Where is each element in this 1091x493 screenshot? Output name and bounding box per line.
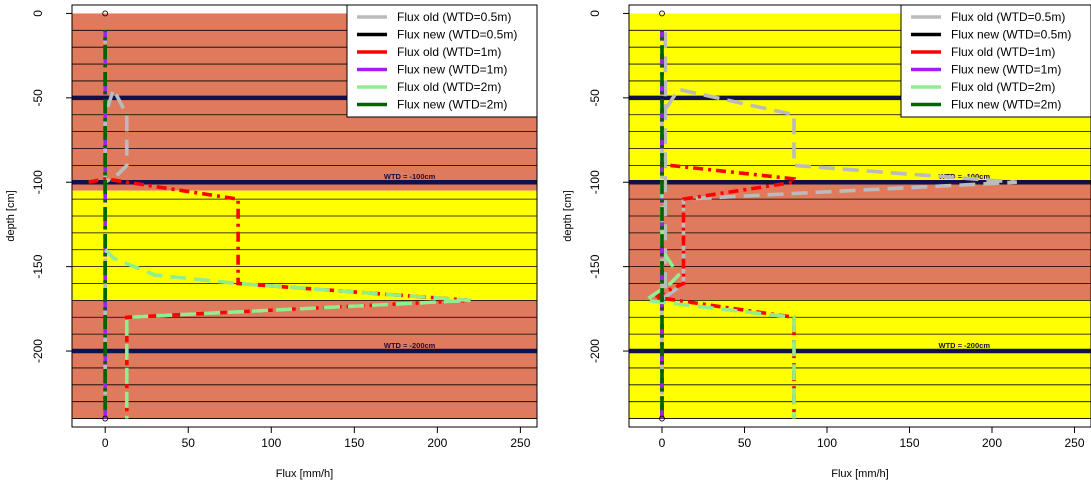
x-tick-label: 0 [102,436,109,450]
legend-label: Flux old (WTD=0.5m) [397,10,511,24]
y-tick-label: -50 [31,89,45,107]
soil-band [629,300,1091,419]
soil-band [72,300,537,419]
series-line [640,182,796,419]
soil-band [72,190,537,301]
x-tick-label: 50 [182,436,196,450]
x-tick-label: 0 [659,436,666,450]
surface-marker [102,10,109,17]
legend-label: Flux new (WTD=1m) [397,63,507,77]
x-tick-label: 250 [1064,436,1084,450]
soil-band [629,182,1091,301]
y-tick-label: 0 [588,10,602,17]
series-line [647,163,796,419]
series-line [103,248,471,419]
y-tick-label: -200 [588,339,602,363]
legend: Flux old (WTD=0.5m) Flux new (WTD=0.5m) Fl… [900,4,1091,118]
y-tick-label: 0 [31,10,45,17]
legend-label: Flux new (WTD=2m) [397,98,507,112]
wtd-label: WTD = -200cm [939,341,991,350]
y-axis-label: depth [cm] [5,190,17,241]
y-tick-label: -100 [588,170,602,194]
plot-frame [628,4,1091,428]
series-line [660,30,1017,419]
x-tick-label: 200 [427,436,447,450]
legend-label: Flux new (WTD=0.5m) [951,28,1071,42]
x-tick-label: 50 [738,436,752,450]
bottom-marker [102,415,109,422]
y-tick-label: -50 [588,89,602,107]
y-tick-label: -150 [31,254,45,278]
legend-box [900,4,1091,118]
x-tick-label: 150 [899,436,919,450]
series-line [88,177,471,419]
legend-label: Flux old (WTD=2m) [951,80,1055,94]
legend-label: Flux new (WTD=0.5m) [397,28,517,42]
bottom-marker [659,415,665,422]
x-tick-label: 150 [344,436,364,450]
legend-box [346,4,538,118]
legend-label: Flux old (WTD=2m) [397,80,501,94]
x-tick-label: 100 [817,436,837,450]
legend-label: Flux new (WTD=1m) [951,63,1061,77]
y-tick-label: -150 [588,254,602,278]
x-axis-label: Flux [mm/h] [831,468,888,480]
surface-marker [659,10,665,17]
x-tick-label: 250 [510,436,530,450]
y-tick-label: -200 [31,339,45,363]
legend: Flux old (WTD=0.5m) Flux new (WTD=0.5m) Fl… [346,4,538,118]
x-axis-label: Flux [mm/h] [276,468,333,480]
legend-label: Flux new (WTD=2m) [951,98,1061,112]
plot-frame [71,4,538,428]
wtd-label: WTD = -200cm [384,341,436,350]
y-tick-label: -100 [31,170,45,194]
legend-label: Flux old (WTD=0.5m) [951,10,1065,24]
legend-label: Flux old (WTD=1m) [397,45,501,59]
x-tick-label: 200 [982,436,1002,450]
y-axis-label: depth [cm] [562,190,574,241]
x-tick-label: 100 [261,436,281,450]
legend-label: Flux old (WTD=1m) [951,45,1055,59]
wtd-label: WTD = -100cm [384,172,436,181]
